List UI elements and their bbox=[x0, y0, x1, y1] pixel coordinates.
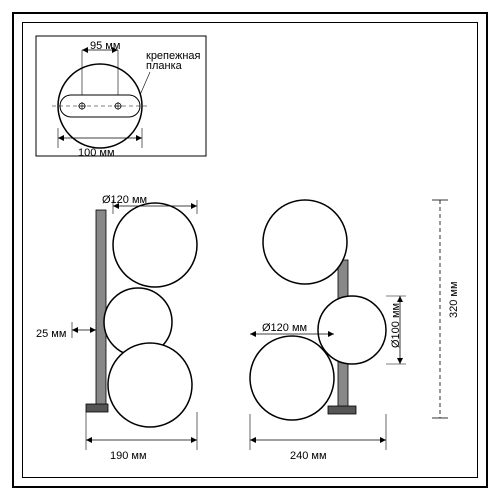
label-d100: Ø100 мм bbox=[390, 303, 402, 348]
label-190mm: 190 мм bbox=[110, 450, 147, 462]
label-d120-left: Ø120 мм bbox=[102, 194, 147, 206]
label-d120-right: Ø120 мм bbox=[262, 322, 307, 334]
label-240mm: 240 мм bbox=[290, 450, 327, 462]
label-320mm: 320 мм bbox=[448, 281, 460, 318]
inner-frame bbox=[22, 22, 478, 478]
label-bracket-2: планка bbox=[146, 60, 182, 72]
label-25mm: 25 мм bbox=[36, 328, 66, 340]
label-95mm: 95 мм bbox=[90, 40, 120, 52]
label-100mm: 100 мм bbox=[78, 147, 115, 159]
